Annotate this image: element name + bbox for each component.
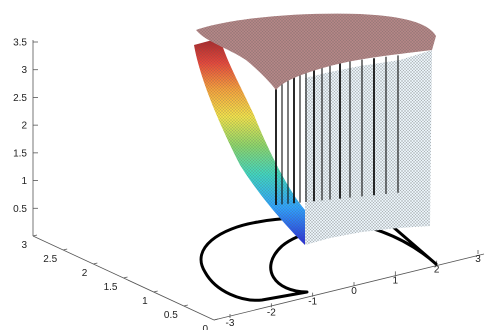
z-tick-3-label: 2 <box>21 121 27 132</box>
y-tick-5-mark <box>63 248 68 251</box>
y-tick-6-mark <box>32 234 38 237</box>
z-tick-5-label: 3 <box>21 65 27 76</box>
y-tick-3-label: 1.5 <box>104 282 118 293</box>
surface-inner-lines <box>275 55 399 205</box>
surface-back-wall-mesh <box>305 50 432 245</box>
x-tick-0-label: -3 <box>226 318 235 329</box>
y-tick-5-label: 2.5 <box>43 254 57 265</box>
y-tick-1-label: 0.5 <box>164 310 178 321</box>
surface <box>194 13 436 245</box>
y-tick-2-mark <box>153 290 158 293</box>
x-tick-4-label: 1 <box>393 275 399 286</box>
x-tick-6-label: 3 <box>475 254 481 265</box>
x-tick-2-label: -1 <box>308 297 317 308</box>
y-tick-1-mark <box>183 304 188 307</box>
x-axis-line <box>213 253 485 321</box>
surface-top-cap-mesh <box>196 13 436 90</box>
x-tick-3-label: 0 <box>351 286 357 297</box>
z-tick-2-label: 1.5 <box>13 148 27 159</box>
y-axis: 0 0.5 1 1.5 2 2.5 3 <box>21 234 219 330</box>
x-axis: -3 -2 -1 0 1 2 3 <box>213 250 485 329</box>
z-tick-6-label: 3.5 <box>13 38 27 49</box>
x-tick-1-label: -2 <box>267 307 276 318</box>
surface-outer-wall-mesh <box>194 38 305 245</box>
z-tick-0-label: 0.5 <box>13 204 27 215</box>
z-tick-1-label: 1 <box>21 176 27 187</box>
y-tick-6-label: 3 <box>21 240 27 251</box>
y-tick-4-label: 2 <box>82 268 88 279</box>
y-tick-3-mark <box>123 276 128 279</box>
z-axis: 0.5 1 1.5 2 2.5 3 3.5 <box>13 38 38 236</box>
x-tick-5-label: 2 <box>434 265 440 276</box>
y-tick-2-label: 1 <box>142 296 148 307</box>
z-tick-4-label: 2.5 <box>13 93 27 104</box>
y-tick-0-label: 0 <box>202 324 208 330</box>
y-tick-4-mark <box>93 262 98 265</box>
